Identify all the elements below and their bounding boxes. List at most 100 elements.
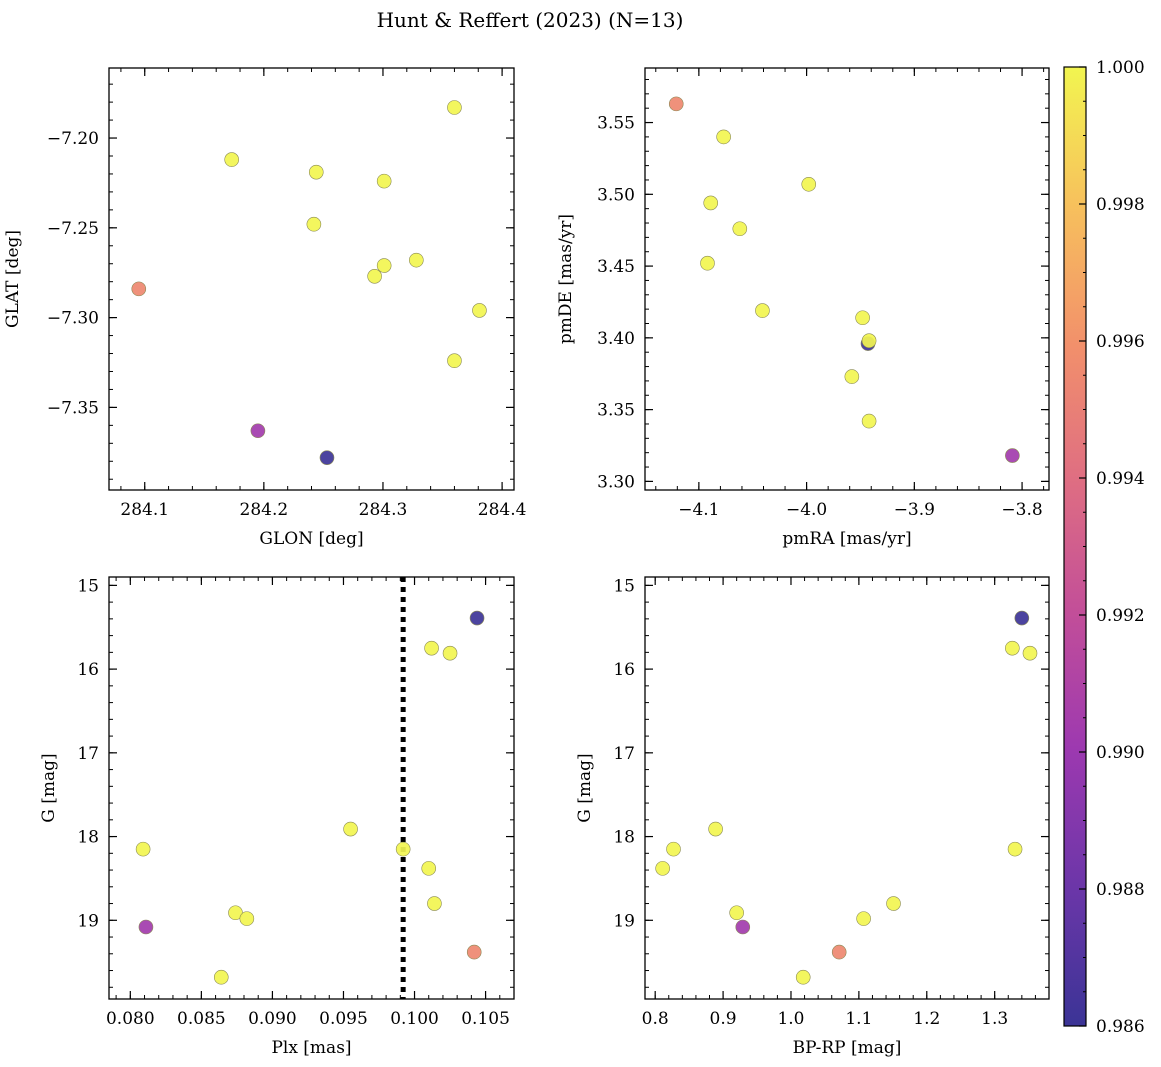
panel-2: −4.1 −4.0 −3.9 −3.8 3.30 3.35 3.40 3.45 3.50 3.55…	[556, 67, 1050, 549]
data-point	[716, 129, 731, 145]
x-axis-label: GLON [deg]	[259, 529, 363, 549]
data-point	[700, 255, 715, 271]
axes-frame	[644, 576, 1050, 1000]
axes-frame	[108, 67, 515, 491]
x-tick-label: 1.0	[777, 1009, 804, 1029]
panel-3: 0.080 0.085 0.090 0.095 0.100 0.105 15 16 17 18 19…	[39, 576, 515, 1058]
data-point	[469, 610, 485, 626]
colorbar-tick-label: 0.988	[1096, 880, 1145, 900]
data-point	[668, 96, 684, 112]
y-tick-label: 17	[613, 744, 635, 764]
x-tick-label: 1.3	[981, 1009, 1008, 1029]
data-point	[376, 173, 392, 189]
y-tick-label: 3.30	[597, 472, 635, 492]
data-point	[795, 969, 811, 985]
data-point	[250, 423, 266, 439]
colorbar-tick-label: 0.994	[1096, 469, 1145, 489]
data-point	[844, 369, 860, 384]
data-point	[409, 252, 424, 268]
data-point	[801, 176, 817, 192]
colorbar-tick-label: 0.996	[1096, 332, 1145, 352]
x-tick-label: 0.8	[642, 1009, 669, 1029]
axes-frame	[644, 67, 1050, 491]
data-point	[856, 911, 871, 926]
colorbar-tick-label: 1.000	[1096, 58, 1145, 78]
y-tick-label: 16	[77, 660, 99, 680]
data-point	[1005, 448, 1020, 463]
data-point	[306, 216, 322, 232]
colorbar-tick-label: 0.992	[1096, 606, 1145, 626]
data-point	[442, 645, 458, 661]
x-tick-label: 0.085	[177, 1009, 226, 1029]
data-point	[319, 450, 335, 465]
y-tick-label: −7.20	[47, 129, 99, 149]
y-tick-label: −7.35	[47, 398, 99, 418]
axes-frame	[108, 576, 515, 1000]
y-tick-label: 16	[613, 660, 635, 680]
x-tick-label: 284.2	[240, 500, 289, 520]
data-point	[1014, 610, 1030, 626]
scatter-points	[135, 610, 485, 985]
data-point	[213, 969, 229, 985]
panel-4: 0.8 0.9 1.0 1.1 1.2 1.3 15 16 17 18 19 BP-RP [mag] G…	[575, 576, 1050, 1058]
y-axis-label: G [mag]	[575, 753, 595, 822]
colorbar-gradient	[1063, 66, 1087, 1027]
y-tick-label: 15	[613, 576, 635, 596]
x-tick-label: −4.0	[786, 500, 827, 520]
y-tick-label: 19	[77, 911, 99, 931]
x-axis-label: Plx [mas]	[271, 1038, 351, 1058]
y-tick-label: 3.40	[597, 329, 635, 349]
scatter-points	[655, 610, 1038, 985]
data-point	[308, 164, 324, 180]
data-point	[1007, 841, 1023, 857]
y-tick-label: 3.45	[597, 257, 635, 277]
data-point	[376, 258, 392, 273]
x-tick-label: 284.1	[120, 500, 169, 520]
data-point	[135, 841, 151, 857]
x-tick-label: −4.1	[678, 500, 719, 520]
data-point	[472, 303, 487, 318]
colorbar-tick-label: 0.990	[1096, 743, 1145, 763]
x-tick-label: 1.1	[845, 1009, 872, 1029]
data-point	[466, 944, 482, 960]
x-tick-label: 0.080	[106, 1009, 155, 1029]
data-point	[735, 919, 751, 935]
data-point	[424, 640, 439, 656]
data-point	[1005, 640, 1020, 656]
y-tick-label: 19	[613, 911, 635, 931]
y-tick-label: 3.35	[597, 401, 635, 421]
y-tick-label: −7.30	[47, 309, 99, 329]
x-tick-label: 0.105	[461, 1009, 510, 1029]
y-axis-label: GLAT [deg]	[3, 230, 23, 328]
x-tick-label: 0.095	[319, 1009, 368, 1029]
x-tick-label: 1.2	[913, 1009, 940, 1029]
y-tick-label: 3.50	[597, 185, 635, 205]
data-point	[666, 841, 681, 857]
figure-title: Hunt & Reffert (2023) (N=13)	[377, 8, 684, 32]
data-point	[831, 944, 847, 960]
data-point	[228, 905, 243, 921]
panels: 284.1 284.2 284.3 284.4 −7.35 −7.30 −7.25 −7.20…	[3, 67, 1050, 1058]
x-tick-label: −3.9	[894, 500, 935, 520]
x-axis-label: pmRA [mas/yr]	[782, 529, 911, 549]
data-point	[343, 821, 358, 837]
data-point	[138, 919, 154, 935]
x-tick-label: 0.100	[390, 1009, 439, 1029]
data-point	[131, 281, 147, 297]
data-point	[855, 310, 870, 326]
colorbar: 0.986 0.988 0.990 0.992 0.994 0.996 0.998 1.000	[1063, 58, 1145, 1037]
data-point	[367, 269, 382, 284]
data-point	[703, 195, 719, 211]
data-point	[729, 905, 744, 921]
data-point	[861, 333, 877, 349]
data-point	[447, 353, 462, 369]
colorbar-tick-label: 0.998	[1096, 195, 1145, 215]
data-point	[1022, 645, 1038, 661]
data-point	[732, 221, 748, 237]
scatter-points	[131, 100, 487, 465]
data-point	[447, 100, 462, 115]
y-tick-label: 15	[77, 576, 99, 596]
data-point	[755, 303, 770, 318]
y-tick-label: −7.25	[47, 219, 99, 239]
